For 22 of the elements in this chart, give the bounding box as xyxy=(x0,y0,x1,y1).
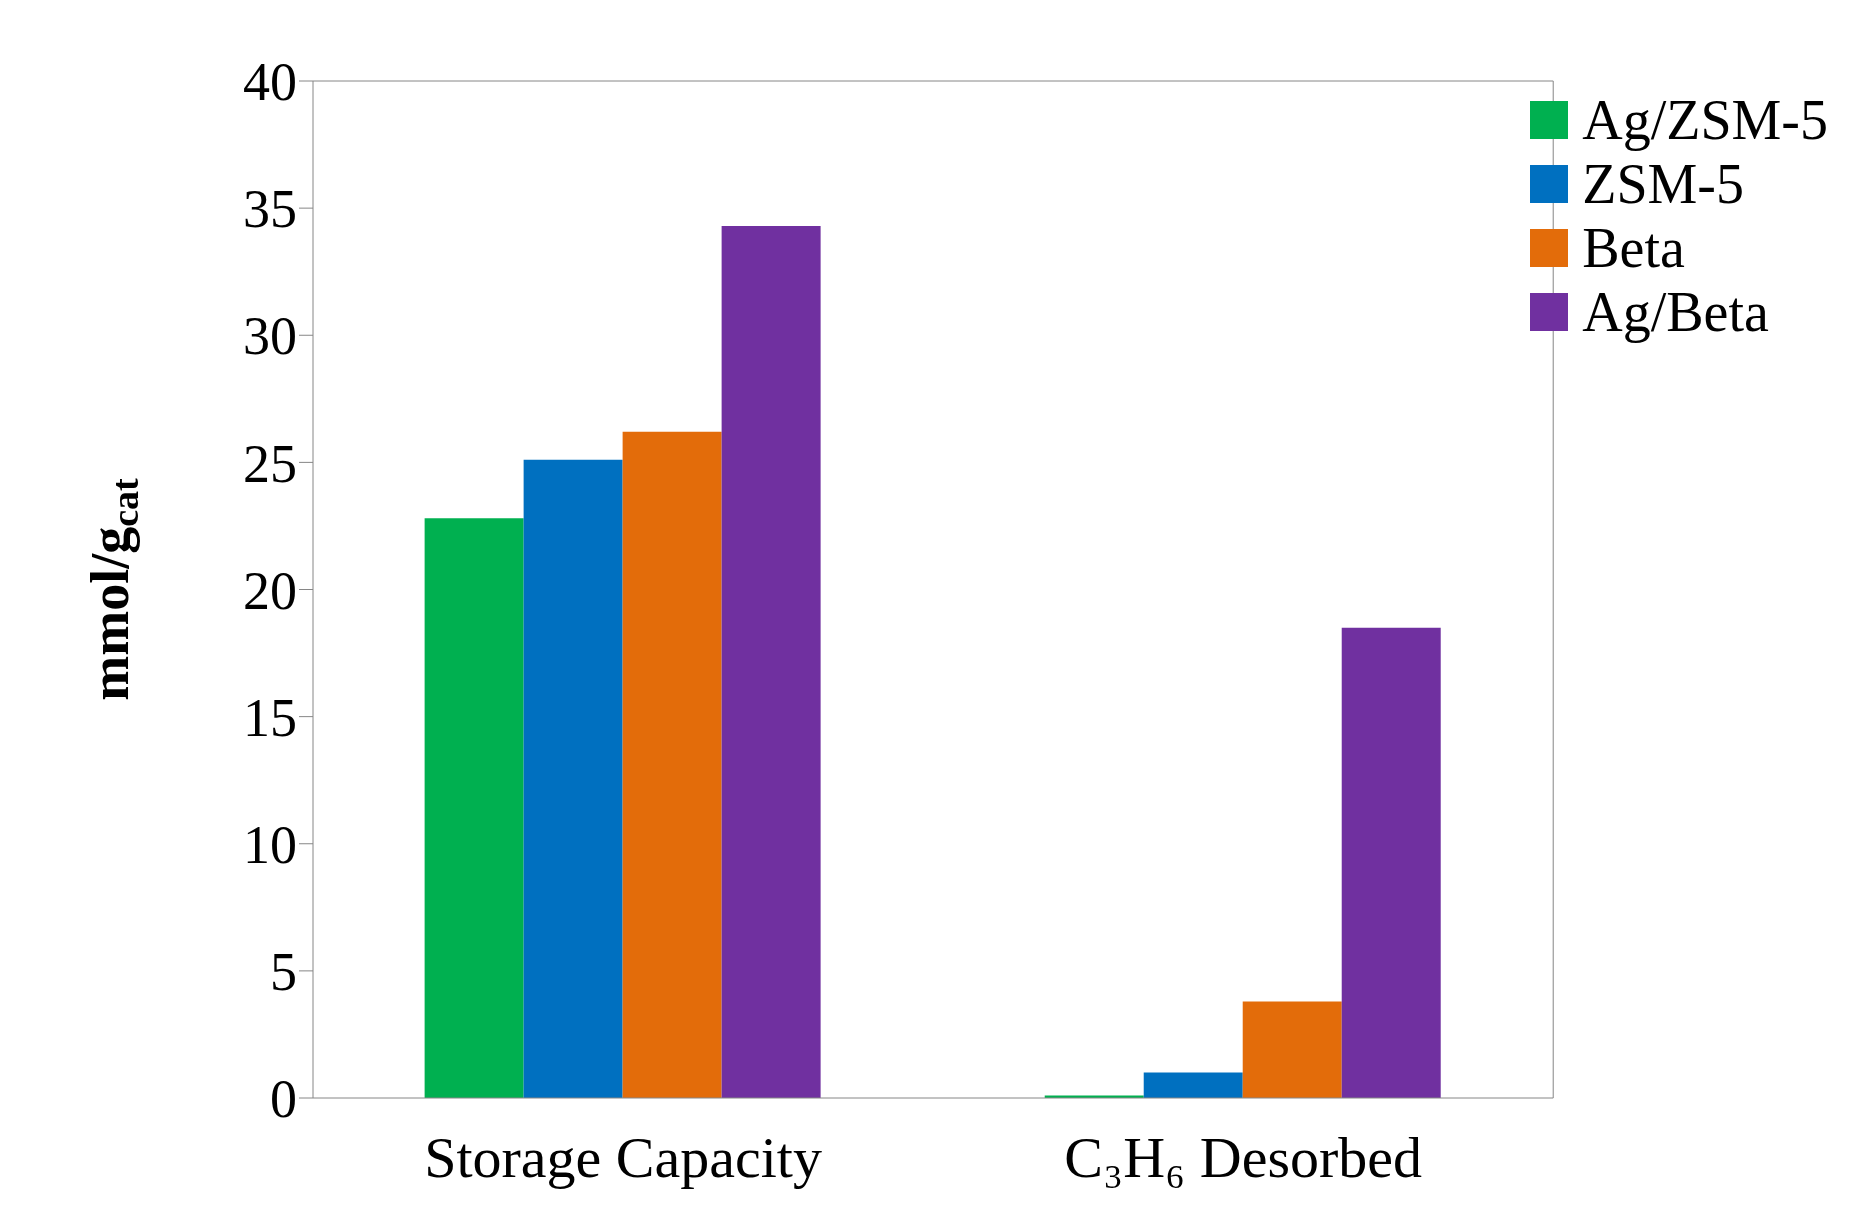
y-tick-label: 40 xyxy=(243,52,297,113)
legend-label: ZSM-5 xyxy=(1582,152,1744,216)
y-tick-label: 20 xyxy=(243,560,297,621)
y-tick-label: 10 xyxy=(243,814,297,875)
bar xyxy=(523,459,623,1098)
y-tick-label: 30 xyxy=(243,306,297,367)
bar xyxy=(1143,1072,1243,1098)
y-tick-label: 5 xyxy=(270,942,297,1003)
y-tick-label: 15 xyxy=(243,687,297,748)
y-tick-label: 25 xyxy=(243,433,297,494)
legend-label: Ag/ZSM-5 xyxy=(1582,88,1828,152)
y-tick-label: 35 xyxy=(243,179,297,240)
bar xyxy=(424,518,524,1098)
bar xyxy=(721,225,821,1098)
legend-label: Beta xyxy=(1582,216,1685,280)
x-tick-label: Storage Capacity xyxy=(424,1125,822,1191)
x-tick-label: C₃H₆ Desorbed xyxy=(1064,1125,1423,1191)
legend-label: Ag/Beta xyxy=(1582,280,1769,344)
bar xyxy=(1242,1001,1342,1098)
bar xyxy=(1341,627,1441,1098)
bar xyxy=(622,431,722,1098)
y-tick-label: 0 xyxy=(270,1069,297,1130)
